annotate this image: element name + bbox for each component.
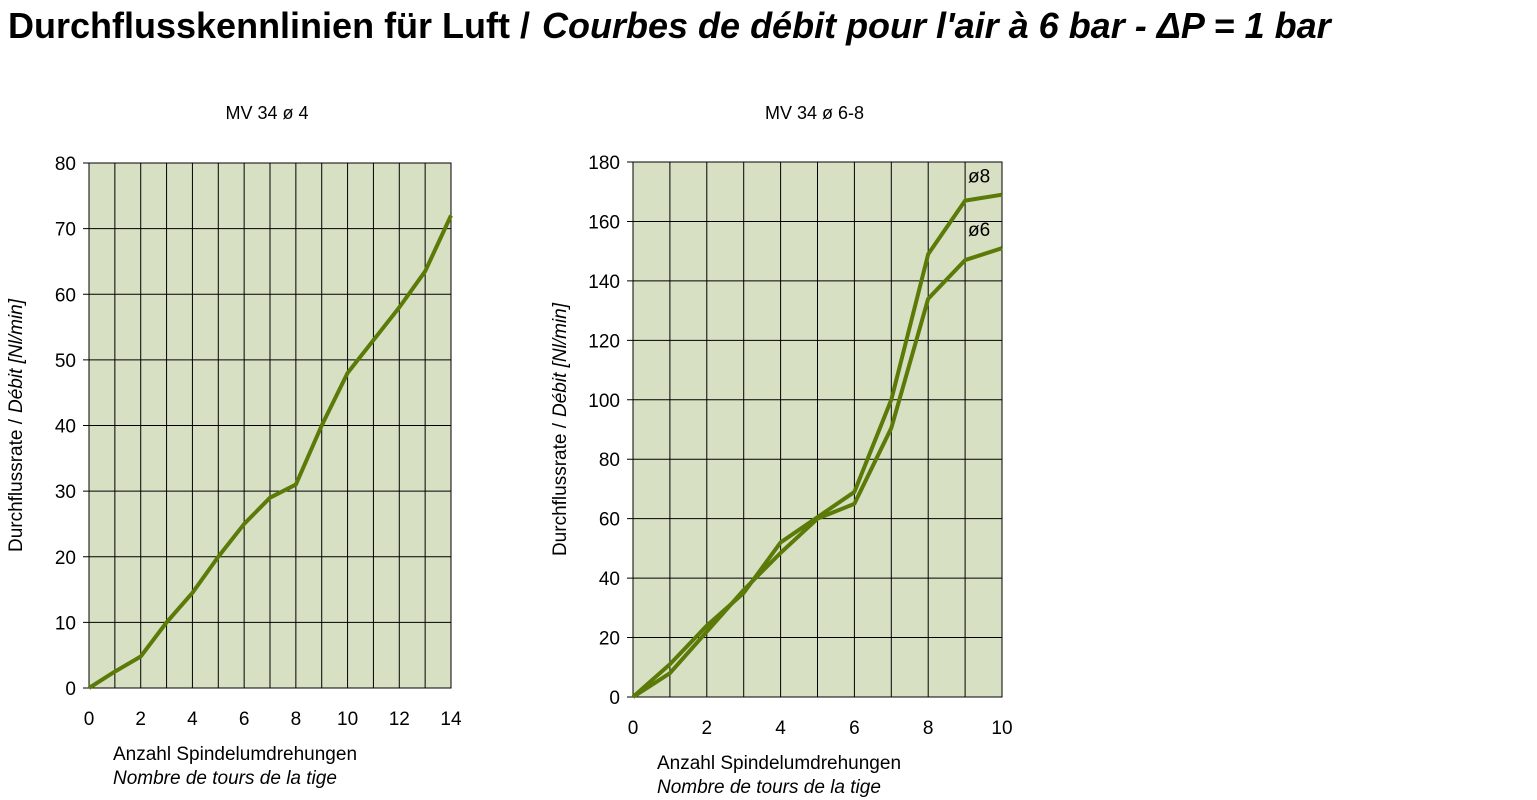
x-axis-label: Anzahl Spindelumdrehungen [113, 744, 357, 765]
x-tick-label: 4 [187, 709, 198, 730]
data-line [631, 246, 1003, 699]
y-label-fr: Débit [Nl/min] [550, 302, 571, 417]
y-label-de: Durchflussrate / [550, 422, 571, 556]
y-tick-label: 10 [55, 613, 76, 634]
x-tick-label: 4 [775, 718, 786, 739]
y-tick-label: 60 [55, 285, 76, 306]
y-tick-label: 140 [588, 272, 620, 293]
x-tick-label: 6 [849, 718, 860, 739]
y-tick-label: 0 [609, 688, 620, 709]
y-tick-label: 160 [588, 212, 620, 233]
series-label: ø8 [968, 167, 990, 188]
y-tick-label: 80 [599, 450, 620, 471]
y-tick-label: 20 [599, 629, 620, 650]
chart-title: MV 34 ø 6-8 [765, 103, 864, 123]
y-tick-label: 30 [55, 482, 76, 503]
y-tick-label: 120 [588, 331, 620, 352]
y-axis-label: Durchflussrate / Débit [Nl/min] [6, 298, 27, 552]
y-tick-label: 40 [599, 569, 620, 590]
x-tick-label: 14 [440, 709, 462, 730]
y-tick-label: 70 [55, 220, 76, 241]
y-tick-label: 40 [55, 417, 76, 438]
x-tick-label: 8 [923, 718, 934, 739]
x-tick-label: 12 [389, 709, 410, 730]
x-tick-label: 10 [991, 718, 1012, 739]
y-tick-label: 0 [65, 679, 76, 700]
y-tick-label: 80 [55, 154, 76, 175]
chart-title: MV 34 ø 4 [225, 103, 308, 123]
x-tick-label: 6 [239, 709, 250, 730]
x-axis-label: Nombre de tours de la tige [657, 777, 881, 798]
y-label-fr: Débit [Nl/min] [6, 298, 27, 413]
y-tick-label: 180 [588, 153, 620, 174]
page-title: Durchflusskennlinien für Luft / Courbes d… [8, 5, 1333, 46]
y-label-de: Durchflussrate / [6, 418, 27, 552]
title-de: Durchflusskennlinien für Luft / [8, 5, 530, 46]
y-tick-label: 50 [55, 351, 76, 372]
data-line [87, 214, 453, 690]
x-axis-label: Nombre de tours de la tige [113, 768, 337, 789]
x-tick-label: 0 [628, 718, 639, 739]
title-fr: Courbes de débit pour l'air à 6 bar - ΔP… [542, 5, 1333, 46]
x-axis-label: Anzahl Spindelumdrehungen [657, 753, 901, 774]
series-label: ø6 [968, 220, 990, 241]
x-tick-label: 2 [702, 718, 713, 739]
x-tick-label: 0 [84, 709, 95, 730]
x-tick-label: 10 [337, 709, 358, 730]
x-tick-label: 2 [135, 709, 146, 730]
x-tick-label: 8 [291, 709, 302, 730]
y-axis-label: Durchflussrate / Débit [Nl/min] [550, 302, 571, 556]
y-tick-label: 20 [55, 548, 76, 569]
y-tick-label: 100 [588, 391, 620, 412]
y-tick-label: 60 [599, 510, 620, 531]
